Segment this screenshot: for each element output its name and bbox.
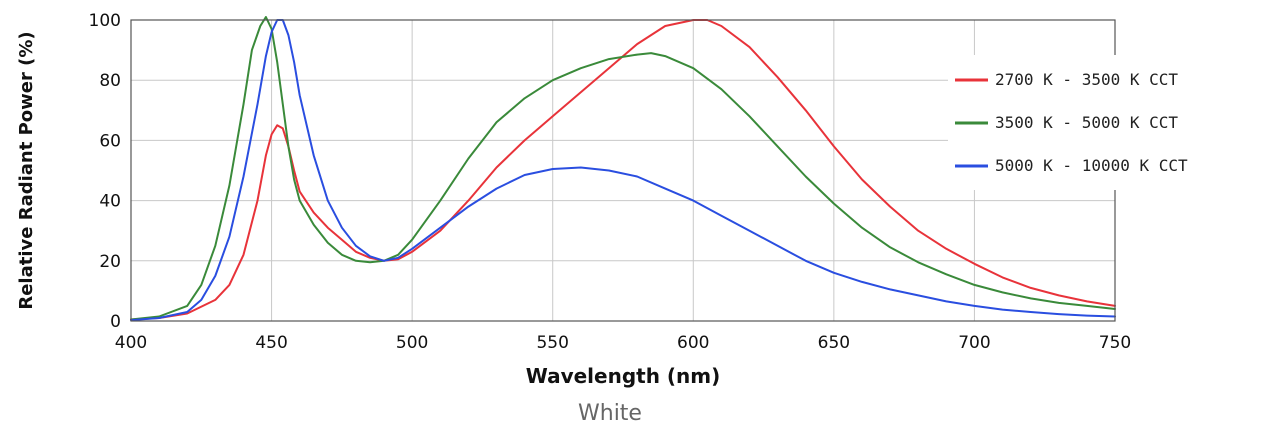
x-tick-label: 400 (115, 333, 147, 353)
series-line-1 (130, 19, 1116, 321)
y-tick-label: 60 (99, 131, 121, 151)
x-axis-title: Wavelength (nm) (526, 364, 721, 388)
y-tick-label: 40 (99, 192, 121, 212)
x-tick-label: 500 (396, 333, 428, 353)
x-tick-label: 450 (255, 333, 287, 353)
x-tick-label: 650 (818, 333, 850, 353)
x-tick-label: 750 (1099, 333, 1131, 353)
y-axis-title: Relative Radiant Power (%) (16, 31, 37, 309)
x-tick-label: 550 (536, 333, 568, 353)
chart-caption: White (578, 401, 642, 426)
legend-box (948, 55, 1248, 190)
legend-label-3: 5000 K - 10000 K CCT (995, 156, 1188, 175)
legend-label-2: 3500 K - 5000 K CCT (995, 113, 1178, 132)
x-tick-label: 600 (677, 333, 709, 353)
series-line-2 (130, 16, 1116, 321)
y-tick-label: 100 (89, 11, 121, 31)
legend: 2700 K - 3500 K CCT 3500 K - 5000 K CCT 50… (948, 55, 1248, 190)
legend-label-1: 2700 K - 3500 K CCT (995, 70, 1178, 89)
y-tick-label: 80 (99, 71, 121, 91)
x-tick-label: 700 (958, 333, 990, 353)
series-group (130, 16, 1116, 322)
y-tick-label: 0 (110, 312, 121, 332)
tick-labels: 400 450 500 550 600 650 700 750 0 20 40 60 80 100 (89, 11, 1132, 353)
y-tick-label: 20 (99, 252, 121, 272)
series-line-3 (130, 19, 1116, 322)
